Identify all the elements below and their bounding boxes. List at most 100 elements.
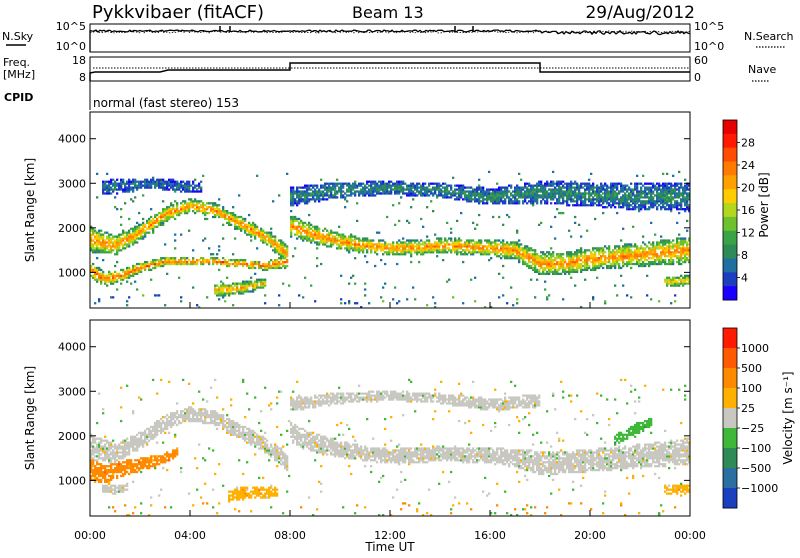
heatmap-cell: [668, 186, 670, 188]
heatmap-cell: [406, 185, 408, 187]
heatmap-cell: [666, 263, 668, 265]
heatmap-cell: [182, 208, 184, 210]
heatmap-cell: [594, 186, 596, 188]
heatmap-cell: [666, 277, 668, 279]
heatmap-cell: [532, 259, 534, 261]
heatmap-cell: [446, 194, 448, 196]
heatmap-cell: [578, 185, 580, 187]
heatmap-cell: [628, 208, 630, 210]
heatmap-cell: [654, 253, 656, 255]
heatmap-cell: [306, 186, 308, 188]
heatmap-cell: [120, 249, 122, 251]
heatmap-cell: [478, 249, 480, 251]
heatmap-cell: [638, 200, 640, 202]
heatmap-cell: [622, 185, 624, 187]
heatmap-cell: [568, 198, 570, 200]
heatmap-cell: [608, 202, 610, 204]
heatmap-cell: [168, 218, 170, 220]
heatmap-cell: [444, 245, 446, 247]
heatmap-cell: [324, 194, 326, 196]
heatmap-cell: [310, 185, 312, 187]
heatmap-cell: [102, 251, 104, 253]
heatmap-cell: [678, 190, 680, 192]
heatmap-cell: [352, 249, 354, 251]
heatmap-cell: [580, 183, 582, 185]
heatmap-cell: [454, 251, 456, 253]
heatmap-cell: [166, 185, 168, 187]
heatmap-cell: [496, 196, 498, 198]
heatmap-cell: [374, 249, 376, 251]
heatmap-cell: [306, 200, 308, 202]
heatmap-cell: [218, 208, 220, 210]
heatmap-cell: [454, 185, 456, 187]
heatmap-cell: [536, 269, 538, 271]
heatmap-cell: [522, 259, 524, 261]
heatmap-cell: [528, 257, 530, 259]
heatmap-cell: [222, 288, 224, 290]
heatmap-cell: [176, 202, 178, 204]
heatmap-cell: [92, 473, 94, 475]
heatmap-cell: [146, 263, 148, 265]
heatmap-cell: [650, 204, 652, 206]
heatmap-cell: [262, 279, 264, 281]
heatmap-cell: [600, 263, 602, 265]
heatmap-cell: [262, 230, 264, 232]
heatmap-cell: [554, 202, 556, 204]
heatmap-cell: [628, 198, 630, 200]
heatmap-cell: [534, 296, 536, 298]
heatmap-cell: [672, 279, 674, 281]
heatmap-cell: [618, 192, 620, 194]
heatmap-cell: [652, 241, 654, 243]
heatmap-cell: [540, 188, 542, 190]
heatmap-cell: [512, 257, 514, 259]
heatmap-cell: [274, 241, 276, 243]
heatmap-cell: [400, 249, 402, 251]
heatmap-cell: [582, 192, 584, 194]
heatmap-cell: [460, 194, 462, 196]
heatmap-cell: [94, 235, 96, 237]
heatmap-cell: [304, 237, 306, 239]
heatmap-cell: [130, 186, 132, 188]
heatmap-cell: [170, 181, 172, 183]
heatmap-cell: [446, 190, 448, 192]
heatmap-cell: [528, 185, 530, 187]
heatmap-cell: [454, 194, 456, 196]
heatmap-cell: [290, 192, 292, 194]
heatmap-cell: [476, 190, 478, 192]
heatmap-cell: [108, 237, 110, 239]
heatmap-cell: [98, 251, 100, 253]
heatmap-cell: [452, 192, 454, 194]
heatmap-cell: [496, 188, 498, 190]
heatmap-cell: [212, 204, 214, 206]
heatmap-cell: [196, 206, 198, 208]
heatmap-cell: [606, 247, 608, 249]
heatmap-cell: [346, 237, 348, 239]
heatmap-cell: [466, 239, 468, 241]
heatmap-cell: [322, 234, 324, 236]
heatmap-cell: [566, 196, 568, 198]
heatmap-cell: [100, 281, 102, 283]
heatmap-cell: [680, 249, 682, 251]
heatmap-cell: [126, 239, 128, 241]
heatmap-cell: [362, 247, 364, 249]
heatmap-cell: [524, 183, 526, 185]
heatmap-cell: [282, 243, 284, 245]
heatmap-cell: [184, 257, 186, 259]
heatmap-cell: [366, 241, 368, 243]
heatmap-cell: [138, 230, 140, 232]
heatmap-cell: [654, 202, 656, 204]
heatmap-cell: [440, 237, 442, 239]
heatmap-cell: [298, 200, 300, 202]
heatmap-cell: [222, 224, 224, 226]
heatmap-cell: [540, 181, 542, 183]
heatmap-cell: [110, 239, 112, 241]
heatmap-cell: [438, 247, 440, 249]
heatmap-cell: [640, 190, 642, 192]
heatmap-cell: [320, 241, 322, 243]
heatmap-cell: [166, 188, 168, 190]
heatmap-cell: [504, 249, 506, 251]
heatmap-cell: [476, 186, 478, 188]
heatmap-cell: [498, 190, 500, 192]
heatmap-cell: [672, 206, 674, 208]
heatmap-cell: [176, 208, 178, 210]
